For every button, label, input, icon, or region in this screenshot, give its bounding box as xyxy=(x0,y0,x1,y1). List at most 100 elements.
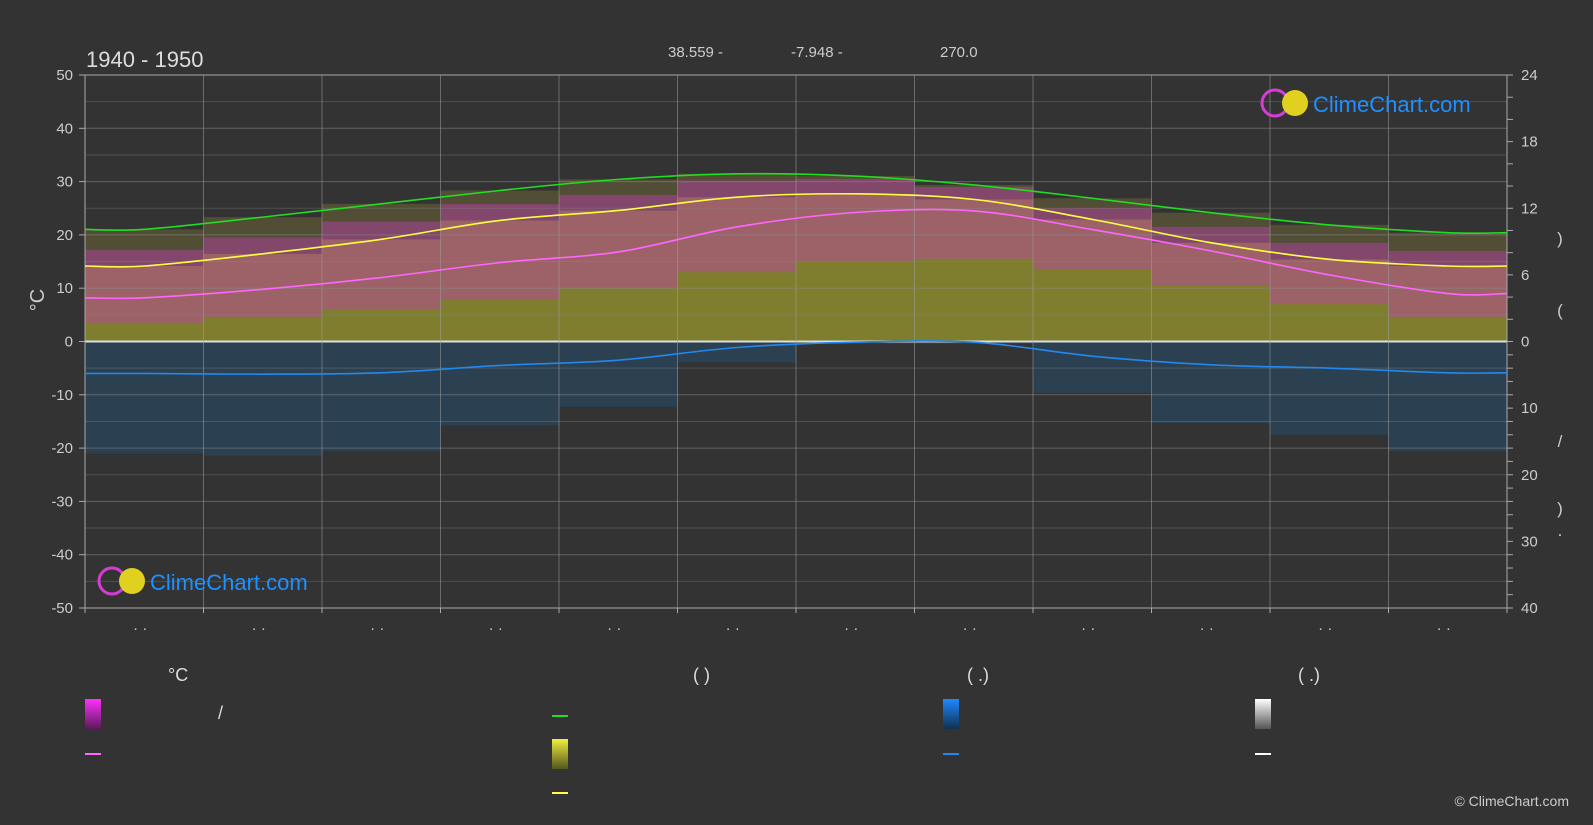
copyright: © ClimeChart.com xyxy=(1454,793,1569,809)
legend-snow-mean-line xyxy=(1255,753,1271,755)
x-tick-label: · · xyxy=(1318,620,1332,637)
logo-sun-icon xyxy=(1282,90,1308,116)
daylight-bar xyxy=(1270,224,1389,260)
y-tick-right-lower: 10 xyxy=(1521,400,1538,417)
x-tick-label: · · xyxy=(133,620,147,637)
y-tick-right-lower: 30 xyxy=(1521,533,1538,550)
y-tick-right-lower: 40 xyxy=(1521,600,1538,617)
daylight-bar xyxy=(1388,232,1508,266)
temp-range-bar xyxy=(203,237,323,318)
temp-range-bar xyxy=(796,178,915,262)
sunshine-bar xyxy=(85,265,204,342)
legend-slash: / xyxy=(218,703,224,723)
sunshine-bar xyxy=(1388,265,1508,342)
y-tick-left: 0 xyxy=(65,334,73,351)
legend-rain-swatch xyxy=(943,699,959,729)
x-tick-label: · · xyxy=(963,620,977,637)
precipitation-mean-line xyxy=(84,340,1508,375)
precipitation-bar xyxy=(1270,341,1389,435)
sunshine-bar xyxy=(322,239,441,342)
temp-range-bar xyxy=(440,203,560,300)
lat-label: 38.559 - xyxy=(668,44,723,61)
y-tick-left: -10 xyxy=(51,387,73,404)
legend-sunshine-mean-line xyxy=(552,792,568,794)
y-tick-left: -40 xyxy=(51,547,73,564)
sunshine-mean-line xyxy=(84,192,1508,268)
logo-bottom-left: ClimeChart.com xyxy=(97,566,308,596)
elevation-label: 270.0 xyxy=(940,44,978,61)
legend-temperature-head: °C xyxy=(168,665,189,685)
daylight-line xyxy=(84,172,1508,235)
legend-snow-head: ( .) xyxy=(1298,665,1320,685)
chart-svg: 50 40 30 20 10 0 -10 -20 -30 -40 -50 24 18 12 6 0 10 20 30… xyxy=(27,44,1563,637)
temp-range-bar xyxy=(85,249,204,323)
temp-range-bar xyxy=(914,186,1034,259)
precipitation-bar xyxy=(677,341,797,363)
y-tick-right-upper: 6 xyxy=(1521,267,1529,284)
sunshine-bar xyxy=(1033,219,1152,342)
logo-sun-icon xyxy=(119,568,145,594)
y-tick-left: -20 xyxy=(51,440,73,457)
y-tick-left: 40 xyxy=(56,120,73,137)
x-tick-label: · · xyxy=(1437,620,1451,637)
y-tick-left: -50 xyxy=(51,600,73,617)
logo-top-right: ClimeChart.com xyxy=(1260,88,1471,118)
x-tick-label: · · xyxy=(252,620,266,637)
sunshine-bar xyxy=(796,193,915,342)
y-tick-left: 50 xyxy=(56,67,73,84)
y-tick-right-upper: 12 xyxy=(1521,200,1538,217)
x-tick-label: · · xyxy=(489,620,503,637)
y-tick-right-upper: 18 xyxy=(1521,134,1538,151)
precipitation-bar xyxy=(440,341,560,426)
x-tick-label: · · xyxy=(1081,620,1095,637)
daylight-bar xyxy=(85,229,204,266)
daylight-bar xyxy=(796,176,915,194)
right-axis-glyph: ) xyxy=(1557,229,1563,248)
temp-range-bar xyxy=(322,221,441,310)
sunshine-bar xyxy=(1270,259,1389,342)
legend-snow-swatch xyxy=(1255,699,1271,729)
y-tick-left: 30 xyxy=(56,174,73,191)
daylight-bar xyxy=(203,217,323,254)
precipitation-bar xyxy=(559,341,678,407)
right-axis-glyph: . xyxy=(1558,521,1563,540)
x-tick-label: · · xyxy=(370,620,384,637)
temp-range-bar xyxy=(559,194,678,289)
temp-range-bar xyxy=(1033,208,1152,270)
right-axis-glyph: ( xyxy=(1557,301,1563,320)
temp-range-bar xyxy=(1270,242,1389,305)
lon-label: -7.948 - xyxy=(791,44,843,61)
precipitation-bar xyxy=(1388,341,1508,452)
y-tick-right-upper: 24 xyxy=(1521,67,1538,84)
precipitation-bar xyxy=(203,341,323,456)
right-axis-glyph: ) xyxy=(1557,499,1563,518)
legend-rain-head: ( .) xyxy=(967,665,989,685)
y-tick-left: 10 xyxy=(56,280,73,297)
x-tick-label: · · xyxy=(844,620,858,637)
x-tick-label: · · xyxy=(1200,620,1214,637)
precipitation-bar xyxy=(1151,341,1271,424)
legend-daily-mean-line xyxy=(85,753,101,755)
x-tick-label: · · xyxy=(726,620,740,637)
y-tick-left: -30 xyxy=(51,493,73,510)
legend-daylight-line xyxy=(552,715,568,717)
y-tick-right-lower: 20 xyxy=(1521,467,1538,484)
mean-temp-line xyxy=(84,208,1508,300)
precipitation-bar xyxy=(85,341,204,454)
y-axis-label-left: °C xyxy=(27,289,49,311)
legend-rain-mean-line xyxy=(943,753,959,755)
legend-sunshine-head: ( ) xyxy=(693,665,710,685)
right-axis-glyph: / xyxy=(1558,432,1563,451)
logo-text-top: ClimeChart.com xyxy=(1313,92,1471,117)
precipitation-bar xyxy=(322,341,441,452)
y-tick-right-upper: 0 xyxy=(1521,334,1529,351)
precipitation-bar xyxy=(1033,341,1152,393)
daylight-bar xyxy=(677,173,797,198)
logo-text-bottom: ClimeChart.com xyxy=(150,570,308,595)
chart-period-title: 1940 - 1950 xyxy=(86,47,203,72)
y-tick-left: 20 xyxy=(56,227,73,244)
sunshine-bar xyxy=(440,220,560,342)
sunshine-bar xyxy=(559,210,678,342)
legend-sunshine-swatch xyxy=(552,739,568,769)
